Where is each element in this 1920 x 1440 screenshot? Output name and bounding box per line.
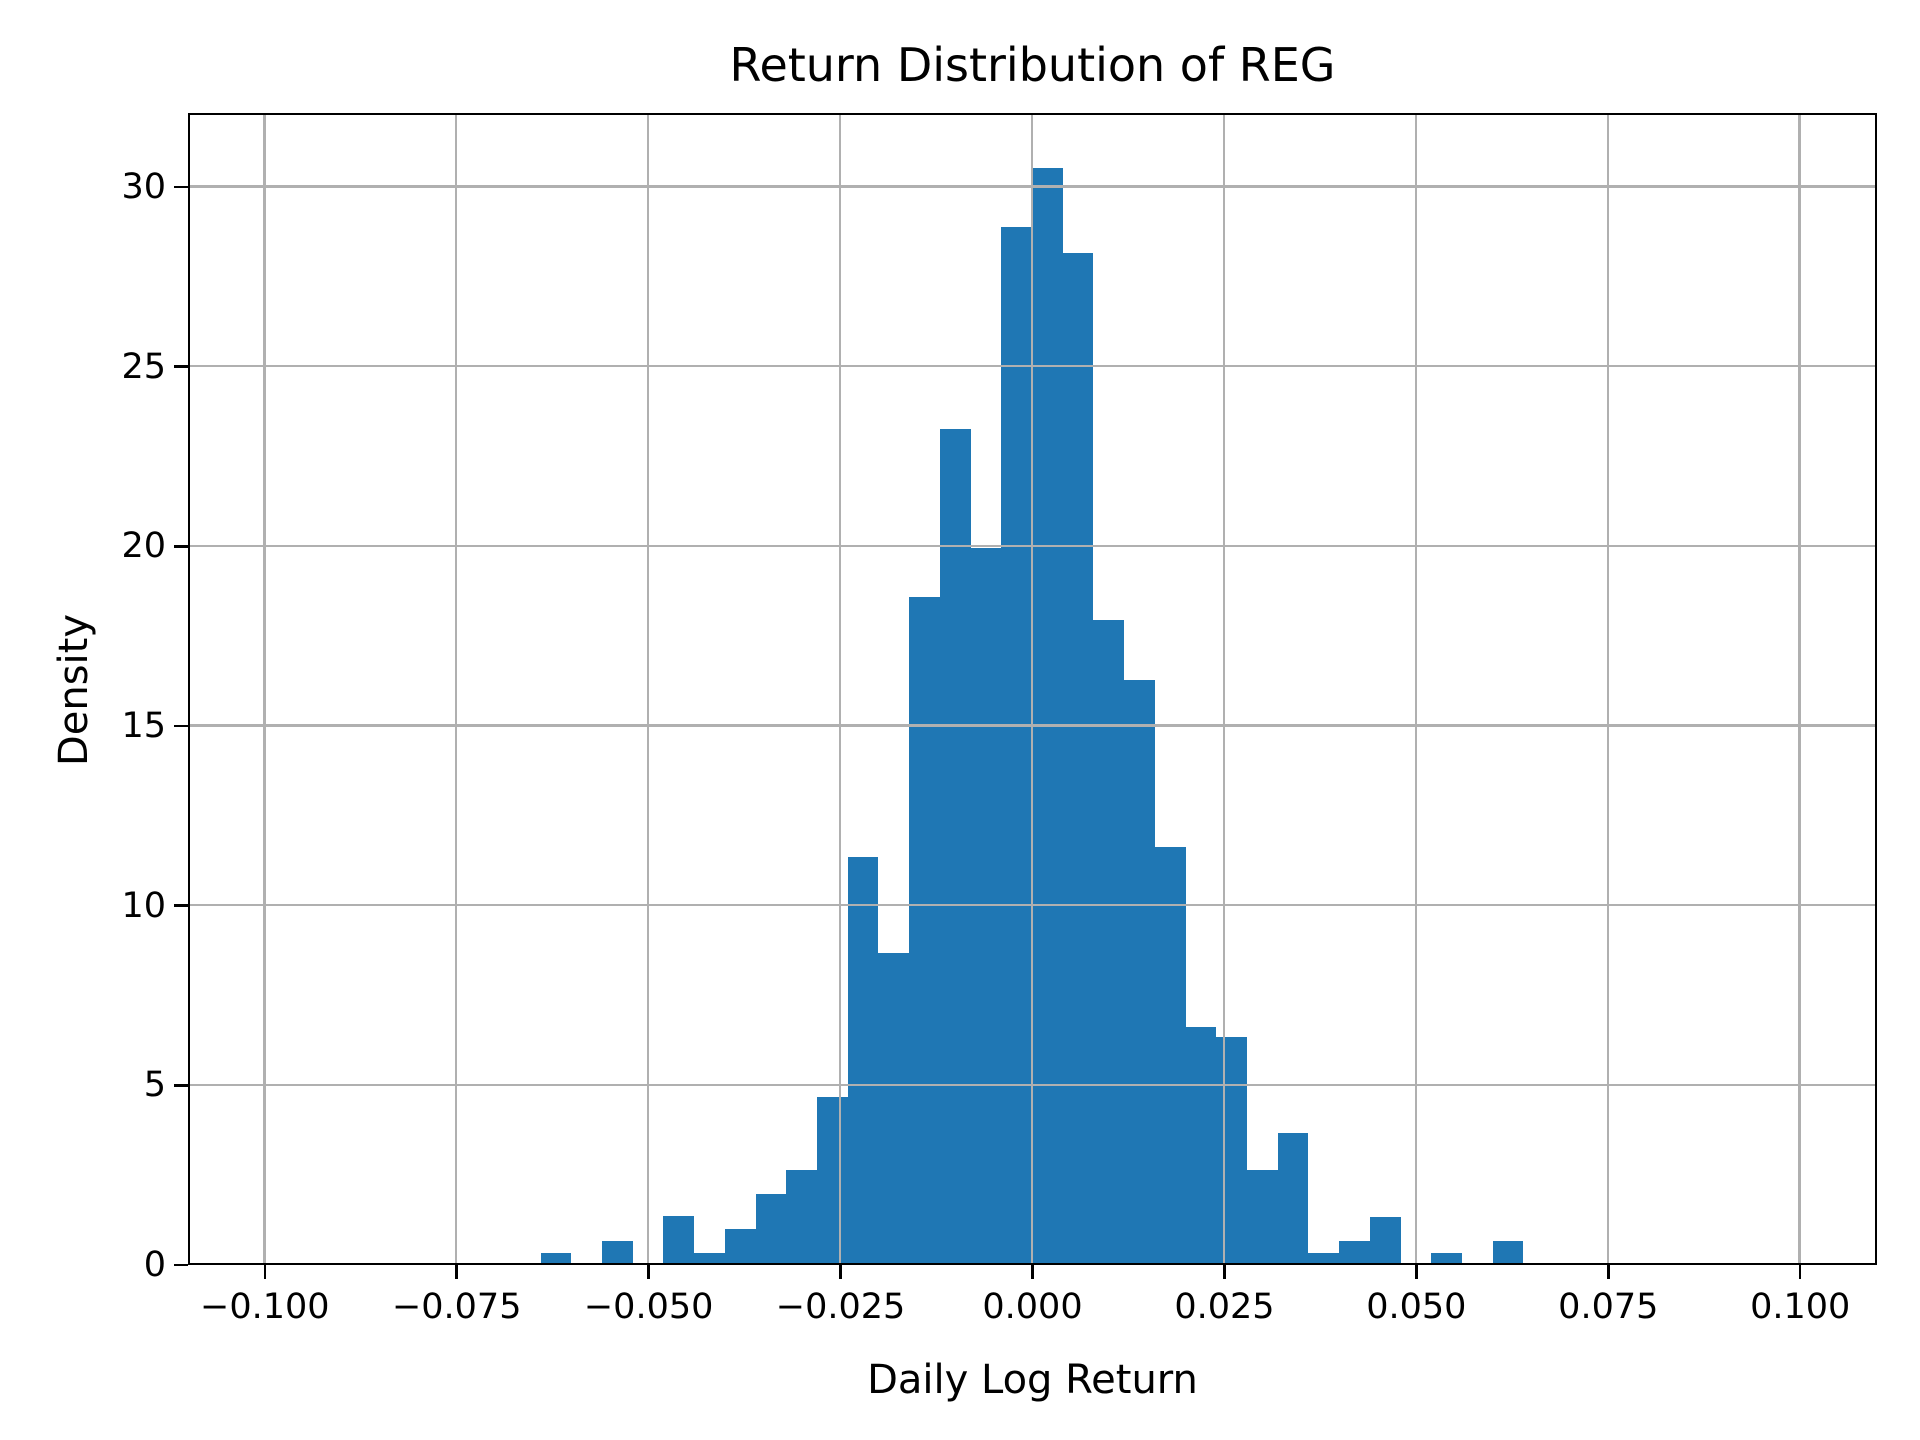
x-tick-mark [1798,1265,1802,1279]
histogram-bar [786,1169,818,1263]
histogram-bar [878,952,910,1263]
histogram-bar [1093,619,1125,1263]
histogram-bar [1032,168,1063,1263]
gridline-horizontal [190,1083,1875,1087]
y-tick-mark [174,904,188,907]
y-tick-mark [174,185,188,189]
x-tick-mark [839,1265,842,1279]
gridline-horizontal [190,185,1875,188]
gridline-vertical [1222,115,1226,1263]
x-tick-label: 0.025 [1174,1287,1275,1327]
y-tick-mark [174,724,188,728]
gridline-vertical [1606,115,1610,1263]
gridline-vertical [1798,115,1801,1263]
x-tick-label: −0.075 [391,1287,522,1327]
y-tick-mark [174,365,188,368]
histogram-bar [817,1097,848,1263]
gridline-vertical [838,115,842,1263]
x-axis-label: Daily Log Return [867,1357,1198,1403]
y-tick-label: 0 [143,1245,166,1285]
gridline-vertical [454,115,458,1263]
histogram-bar [1369,1216,1401,1263]
histogram-bar [602,1240,633,1263]
y-tick-mark [174,545,188,548]
y-tick-label: 25 [121,346,166,387]
x-tick-mark [1031,1265,1034,1279]
histogram-bar [694,1252,725,1263]
histogram-bar [970,548,1002,1263]
x-tick-mark [1223,1265,1226,1279]
x-tick-label: −0.100 [200,1287,330,1327]
y-tick-label: 30 [121,167,166,208]
histogram-bar [663,1215,695,1263]
histogram-bar [1277,1132,1309,1263]
x-tick-label: 0.100 [1750,1287,1851,1327]
histogram-bar [1246,1169,1278,1263]
x-tick-mark [647,1265,650,1279]
x-tick-mark [1415,1265,1418,1279]
histogram-bar [1001,227,1032,1263]
y-tick-label: 20 [121,526,166,567]
histogram-bar [909,596,940,1263]
plot-area [188,113,1877,1265]
x-tick-label: 0.050 [1366,1287,1467,1327]
x-tick-mark [263,1265,267,1279]
gridline-horizontal [190,544,1875,548]
histogram-bar [1431,1252,1462,1263]
histogram-bar [939,429,971,1263]
y-axis-label: Density [51,613,97,767]
gridline-vertical [646,115,650,1263]
y-tick-mark [174,1084,188,1087]
histogram-bar [847,857,879,1263]
gridline-horizontal [190,903,1875,907]
histogram-bar [1339,1240,1370,1263]
x-tick-label: −0.050 [583,1287,714,1327]
y-tick-label: 5 [143,1065,166,1106]
gridline-vertical [1414,115,1418,1263]
x-tick-label: −0.025 [775,1287,906,1327]
histogram-bar [1185,1026,1217,1263]
histogram-bar [540,1252,572,1263]
gridline-vertical [1030,115,1034,1263]
histogram-bar [1308,1252,1340,1263]
gridline-horizontal [190,724,1875,727]
x-tick-mark [455,1265,458,1279]
histogram-bar [1492,1240,1524,1263]
histogram-bar [1154,846,1186,1263]
gridline-vertical [263,115,266,1263]
histogram-bar [1124,679,1155,1263]
x-tick-label: 0.075 [1558,1287,1659,1327]
histogram-bar [1216,1037,1247,1263]
histogram-bar [724,1228,756,1263]
y-tick-mark [174,1263,188,1267]
x-tick-label: 0.000 [982,1287,1083,1327]
gridline-horizontal [190,364,1875,368]
histogram-bar [1062,253,1094,1263]
x-tick-mark [1607,1265,1610,1279]
chart-title: Return Distribution of REG [729,38,1336,92]
histogram-bar [755,1194,787,1263]
y-tick-label: 15 [121,706,166,746]
y-tick-label: 10 [121,885,166,926]
